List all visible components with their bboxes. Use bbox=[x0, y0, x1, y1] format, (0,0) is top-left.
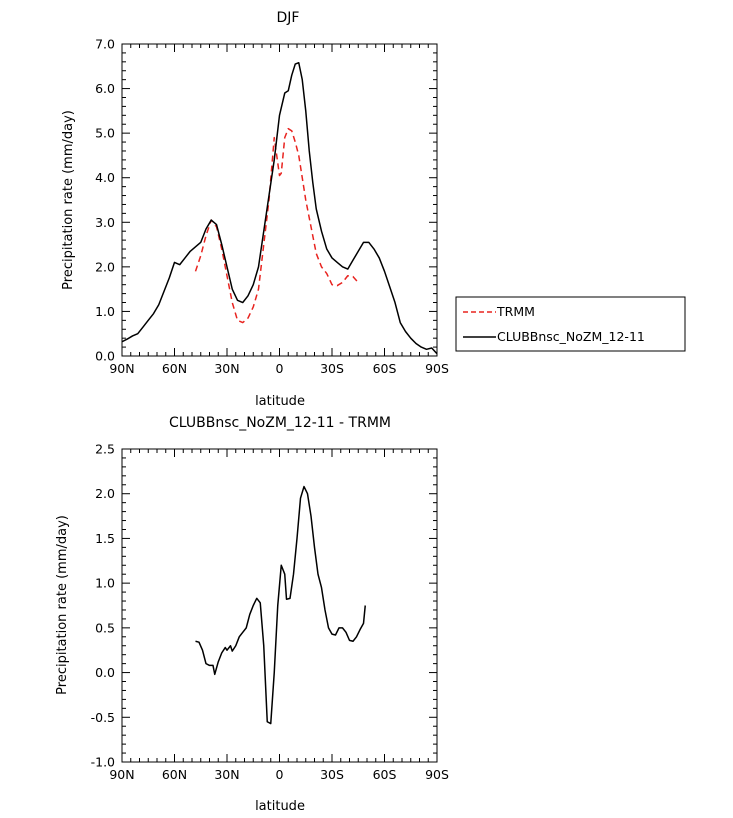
top-chart: DJF 90N 60N 30N 0 30S 60S 90S 0.0 1.0 2.0 3.0 4.0 5.… bbox=[61, 10, 449, 409]
x-tick-label: 60S bbox=[373, 361, 397, 376]
y-tick-label: -0.5 bbox=[91, 710, 115, 725]
legend-box bbox=[455, 296, 686, 352]
top-series-line-clubbnsc-nozm-12-11 bbox=[121, 61, 438, 355]
legend-label-trmm: TRMM bbox=[496, 304, 535, 319]
x-tick-label: 60S bbox=[373, 767, 397, 782]
x-tick-label: 0 bbox=[276, 361, 284, 376]
x-tick-label: 60N bbox=[162, 767, 187, 782]
x-tick-label: 30S bbox=[320, 767, 344, 782]
y-tick-label: 5.0 bbox=[95, 126, 115, 141]
y-tick-label: -1.0 bbox=[91, 755, 115, 770]
y-tick-label: 6.0 bbox=[95, 81, 115, 96]
top-chart-ylabel: Precipitation rate (mm/day) bbox=[61, 110, 76, 290]
x-tick-label: 0 bbox=[276, 767, 284, 782]
y-tick-label: 2.5 bbox=[95, 442, 115, 457]
x-tick-label: 90S bbox=[425, 767, 449, 782]
y-tick-label: 2.0 bbox=[95, 486, 115, 501]
y-tick-label: 1.0 bbox=[95, 304, 115, 319]
legend-label-clubb: CLUBBnsc_NoZM_12-11 bbox=[497, 329, 645, 344]
y-tick-label: 2.0 bbox=[95, 259, 115, 274]
bottom-chart: CLUBBnsc_NoZM_12-11 - TRMM 90N 60N 30N 0 30S… bbox=[55, 415, 449, 814]
x-tick-label: 30S bbox=[320, 361, 344, 376]
x-tick-label: 30N bbox=[214, 767, 239, 782]
y-tick-label: 0.0 bbox=[95, 665, 115, 680]
x-tick-label: 30N bbox=[214, 361, 239, 376]
top-chart-xlabel: latitude bbox=[255, 394, 305, 409]
y-tick-label: 1.0 bbox=[95, 576, 115, 591]
top-chart-plot-frame bbox=[121, 43, 438, 357]
bottom-chart-title: CLUBBnsc_NoZM_12-11 - TRMM bbox=[169, 415, 391, 431]
top-series-line-trmm bbox=[194, 127, 359, 324]
x-tick-label: 90N bbox=[109, 361, 134, 376]
y-tick-label: 0.5 bbox=[95, 620, 115, 635]
top-chart-title: DJF bbox=[277, 10, 300, 26]
legend: TRMM CLUBBnsc_NoZM_12-11 bbox=[455, 296, 686, 352]
x-tick-label: 90N bbox=[109, 767, 134, 782]
x-tick-label: 90S bbox=[425, 361, 449, 376]
bottom-series-line-0 bbox=[195, 485, 366, 725]
y-tick-label: 3.0 bbox=[95, 215, 115, 230]
bottom-chart-ylabel: Precipitation rate (mm/day) bbox=[55, 515, 70, 695]
y-tick-label: 0.0 bbox=[95, 349, 115, 364]
y-tick-label: 7.0 bbox=[95, 37, 115, 52]
y-tick-label: 4.0 bbox=[95, 170, 115, 185]
x-tick-label: 60N bbox=[162, 361, 187, 376]
bottom-chart-plot-frame bbox=[121, 448, 438, 763]
y-tick-label: 1.5 bbox=[95, 531, 115, 546]
bottom-chart-ticks: 90N 60N 30N 0 30S 60S 90S -1.0 -0.5 0.0 0.5 1.0 1.5 2… bbox=[91, 442, 449, 783]
top-chart-ticks: 90N 60N 30N 0 30S 60S 90S 0.0 1.0 2.0 3.0 4.0 5.0 6.0… bbox=[95, 37, 449, 377]
bottom-chart-xlabel: latitude bbox=[255, 799, 305, 814]
